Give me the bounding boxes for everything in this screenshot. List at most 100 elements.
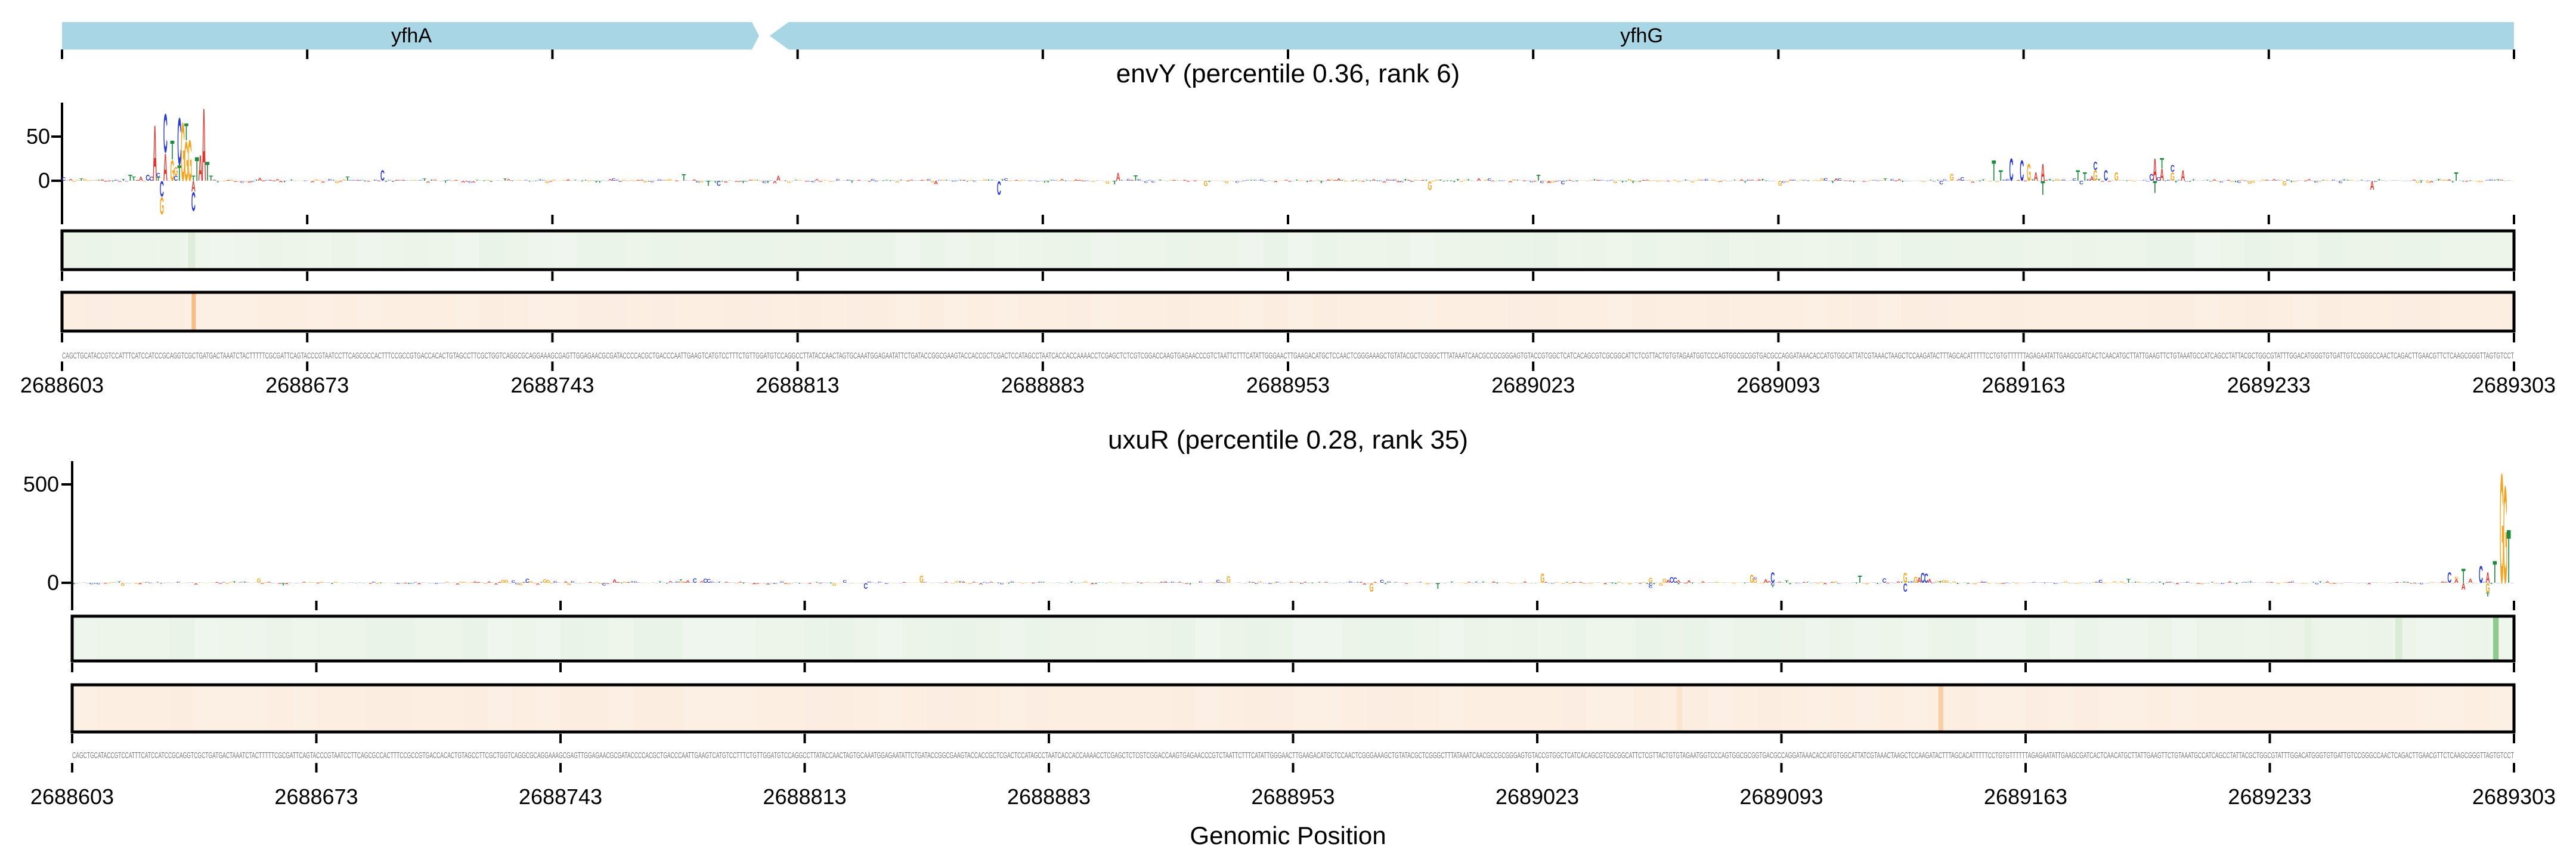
axis-tick bbox=[551, 50, 554, 59]
svg-text:A: A bbox=[2307, 178, 2312, 181]
svg-text:G: G bbox=[1820, 178, 1824, 181]
svg-text:G: G bbox=[2279, 180, 2283, 181]
svg-text:A: A bbox=[321, 180, 326, 183]
orange-heatmap-strip bbox=[70, 683, 2516, 734]
svg-text:C: C bbox=[1410, 181, 1414, 182]
svg-text:A: A bbox=[2175, 583, 2179, 585]
x-tick-label: 2689233 bbox=[2228, 784, 2312, 809]
svg-text:C: C bbox=[1708, 582, 1712, 583]
axis-tick bbox=[1048, 734, 1050, 743]
svg-text:T: T bbox=[1645, 583, 1649, 585]
svg-text:G: G bbox=[484, 583, 488, 585]
svg-text:G: G bbox=[1799, 180, 1803, 181]
svg-text:A: A bbox=[1708, 180, 1712, 181]
svg-text:G: G bbox=[1457, 582, 1461, 583]
svg-text:C: C bbox=[1235, 180, 1240, 184]
svg-text:C: C bbox=[1530, 180, 1534, 183]
svg-text:G: G bbox=[699, 181, 704, 183]
svg-text:A: A bbox=[906, 582, 910, 583]
svg-text:G: G bbox=[1431, 181, 1435, 183]
svg-text:T: T bbox=[177, 160, 181, 186]
svg-text:A: A bbox=[2468, 578, 2472, 585]
svg-text:C: C bbox=[187, 582, 191, 583]
svg-text:C: C bbox=[997, 178, 1001, 200]
svg-text:C: C bbox=[1551, 583, 1555, 584]
svg-text:G: G bbox=[1950, 172, 1954, 183]
svg-text:T: T bbox=[475, 180, 479, 181]
svg-text:G: G bbox=[1711, 180, 1716, 181]
svg-text:A: A bbox=[135, 180, 140, 181]
svg-text:A: A bbox=[1074, 179, 1078, 181]
svg-text:T: T bbox=[2398, 582, 2402, 583]
gene-shape-yfhA bbox=[62, 22, 759, 50]
svg-text:G: G bbox=[1659, 181, 1663, 182]
svg-text:G: G bbox=[1627, 178, 1631, 181]
svg-text:G: G bbox=[1343, 181, 1348, 183]
svg-text:C: C bbox=[2111, 180, 2115, 181]
svg-text:G: G bbox=[1484, 180, 1488, 181]
svg-text:G: G bbox=[1464, 583, 1468, 584]
svg-text:G: G bbox=[2324, 180, 2329, 181]
svg-text:C: C bbox=[1053, 180, 1057, 181]
svg-text:G: G bbox=[2123, 583, 2127, 584]
svg-text:G: G bbox=[1543, 181, 1547, 182]
svg-text:C: C bbox=[689, 582, 693, 583]
svg-text:C: C bbox=[2241, 582, 2246, 583]
svg-text:A: A bbox=[1767, 580, 1772, 583]
svg-text:C: C bbox=[714, 582, 718, 583]
svg-text:A: A bbox=[1382, 180, 1387, 183]
y-tick-label: 0 bbox=[38, 168, 50, 193]
svg-text:A: A bbox=[1897, 178, 1902, 182]
svg-text:A: A bbox=[606, 583, 610, 585]
svg-text:C: C bbox=[1036, 181, 1040, 182]
svg-text:T: T bbox=[1305, 180, 1310, 183]
svg-text:A: A bbox=[1031, 583, 1035, 584]
svg-text:C: C bbox=[177, 104, 181, 180]
svg-text:C: C bbox=[2371, 582, 2375, 583]
svg-text:T: T bbox=[205, 156, 209, 187]
svg-text:T: T bbox=[1080, 582, 1084, 583]
svg-text:C: C bbox=[2186, 581, 2190, 583]
svg-text:G: G bbox=[1228, 180, 1233, 181]
svg-text:A: A bbox=[236, 582, 240, 583]
svg-text:C: C bbox=[397, 583, 401, 585]
svg-text:A: A bbox=[1219, 582, 1224, 583]
svg-text:C: C bbox=[2079, 180, 2083, 186]
svg-text:G: G bbox=[787, 583, 791, 585]
svg-text:T: T bbox=[1338, 582, 1342, 583]
axis-tick bbox=[2513, 333, 2515, 342]
y-tick-mark bbox=[61, 582, 72, 584]
svg-text:A: A bbox=[1739, 179, 1744, 181]
svg-text:C: C bbox=[808, 181, 812, 182]
svg-text:A: A bbox=[473, 581, 477, 583]
svg-text:T: T bbox=[1136, 582, 1140, 583]
svg-text:C: C bbox=[145, 582, 149, 583]
svg-text:C: C bbox=[1711, 582, 1716, 583]
svg-text:C: C bbox=[1610, 180, 1614, 181]
svg-text:C: C bbox=[373, 180, 377, 181]
svg-text:T: T bbox=[1575, 181, 1579, 183]
svg-text:G: G bbox=[644, 582, 648, 583]
svg-text:G: G bbox=[543, 578, 547, 584]
svg-text:G: G bbox=[230, 180, 234, 181]
svg-text:T: T bbox=[1900, 582, 1904, 583]
svg-text:C: C bbox=[2314, 180, 2319, 183]
svg-text:A: A bbox=[776, 175, 781, 183]
svg-text:T: T bbox=[1046, 180, 1051, 183]
svg-text:C: C bbox=[2004, 583, 2008, 584]
svg-text:C: C bbox=[696, 180, 701, 183]
svg-text:G: G bbox=[983, 179, 987, 181]
svg-text:C: C bbox=[1747, 180, 1751, 181]
svg-text:C: C bbox=[1394, 582, 1398, 583]
svg-text:C: C bbox=[1561, 180, 1565, 186]
svg-text:A: A bbox=[311, 180, 315, 183]
svg-text:T: T bbox=[742, 583, 746, 585]
svg-text:A: A bbox=[403, 583, 407, 584]
svg-text:T: T bbox=[111, 181, 115, 182]
svg-text:C: C bbox=[149, 176, 153, 183]
axis-tick bbox=[2268, 663, 2271, 672]
axis-tick bbox=[61, 50, 63, 59]
svg-text:G: G bbox=[595, 582, 599, 583]
svg-text:C: C bbox=[986, 583, 990, 584]
svg-text:A: A bbox=[686, 580, 690, 583]
